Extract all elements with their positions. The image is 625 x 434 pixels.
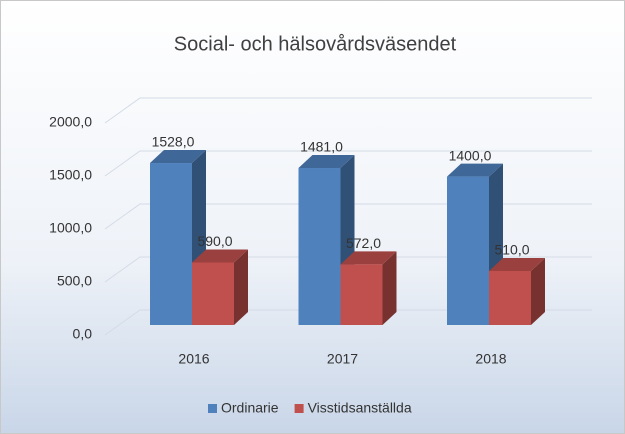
bar	[340, 264, 383, 325]
x-tick-label: 2018	[475, 351, 506, 367]
grid-line	[104, 309, 592, 336]
bar	[447, 176, 489, 325]
bar	[298, 168, 341, 325]
y-tick-label: 500,0	[57, 273, 92, 289]
y-tick-label: 0,0	[73, 326, 93, 342]
chart-title: Social- och hälsovårdsväsendet	[174, 33, 457, 55]
value-label: 510,0	[494, 242, 529, 258]
bar-top	[447, 163, 503, 177]
value-label: 590,0	[197, 233, 232, 249]
bar	[192, 262, 234, 325]
legend-swatch	[208, 404, 217, 413]
bar-top	[340, 251, 397, 265]
legend-label: Ordinarie	[221, 400, 279, 416]
x-tick-label: 2017	[327, 351, 358, 367]
y-tick-label: 2000,0	[49, 114, 92, 130]
bar-side	[382, 251, 397, 325]
legend-label: Visstidsanställda	[308, 400, 412, 416]
bar-top	[489, 257, 545, 271]
bar-side	[234, 249, 248, 325]
value-label: 1528,0	[152, 134, 195, 150]
grid-line	[104, 203, 592, 230]
value-label: 1481,0	[300, 139, 343, 155]
value-label: 1400,0	[449, 147, 492, 163]
x-tick-label: 2016	[178, 351, 209, 367]
bar	[150, 163, 192, 325]
value-label: 572,0	[346, 235, 381, 251]
bar	[489, 270, 531, 325]
bar-side	[531, 257, 545, 325]
bar-top	[298, 155, 355, 169]
bar-top	[150, 150, 206, 164]
bar-top	[192, 249, 248, 263]
legend-swatch	[294, 404, 304, 413]
y-tick-label: 1500,0	[49, 167, 92, 183]
y-tick-label: 1000,0	[49, 220, 92, 236]
grid-line	[104, 97, 592, 124]
grid-line	[104, 150, 592, 177]
grid-line	[104, 256, 592, 283]
